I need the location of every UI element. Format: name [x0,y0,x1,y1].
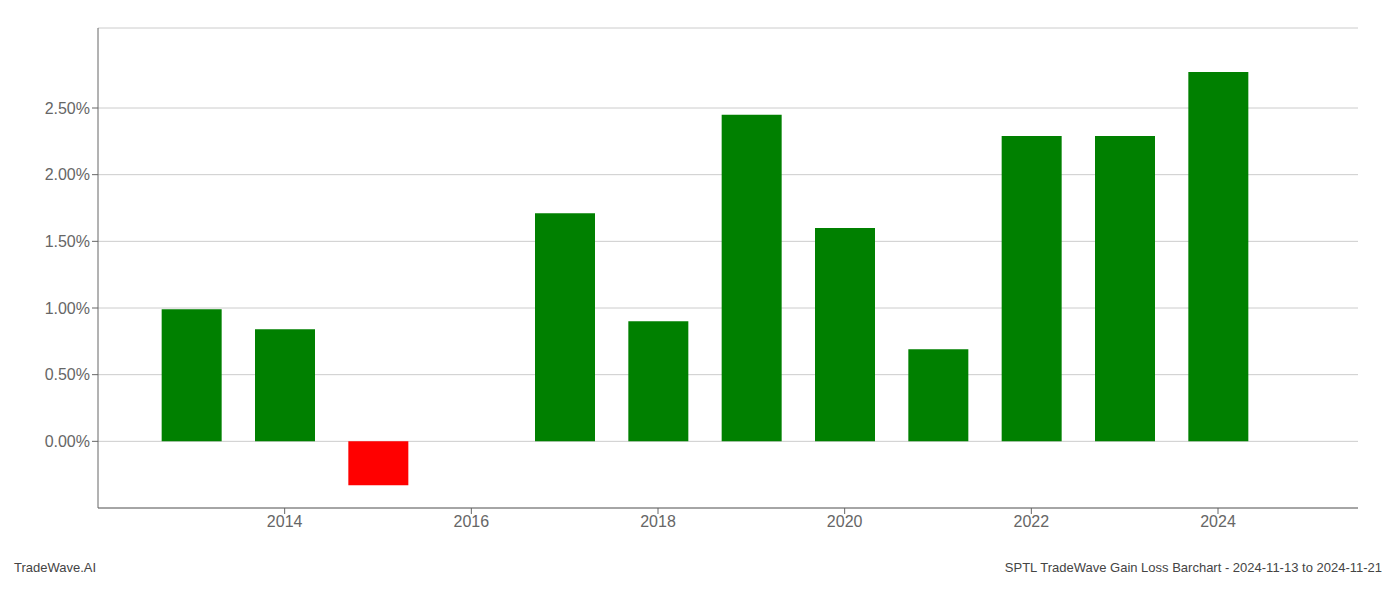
svg-text:0.50%: 0.50% [45,366,90,383]
svg-text:2.50%: 2.50% [45,100,90,117]
svg-text:2022: 2022 [1014,513,1050,530]
svg-text:2.00%: 2.00% [45,166,90,183]
svg-text:1.00%: 1.00% [45,300,90,317]
svg-text:2024: 2024 [1200,513,1236,530]
svg-text:2020: 2020 [827,513,863,530]
svg-text:2016: 2016 [454,513,490,530]
html-text:SPTL TradeWave Gain Loss Barch: SPTL TradeWave Gain Loss Barchart - 2024… [1004,560,1382,575]
svg-text:2018: 2018 [640,513,676,530]
svg-text:2014: 2014 [267,513,303,530]
svg-text:0.00%: 0.00% [45,433,90,450]
svg-text:1.50%: 1.50% [45,233,90,250]
html-text:TradeWave.AI: TradeWave.AI [14,560,97,575]
